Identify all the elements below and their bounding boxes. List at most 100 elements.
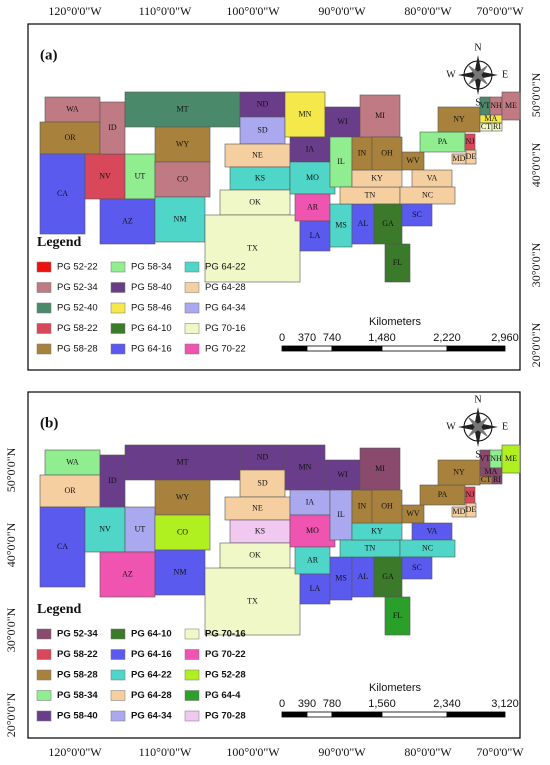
state-label: LA xyxy=(310,231,321,240)
state-label: AR xyxy=(307,202,319,211)
scale-label: 1,480 xyxy=(368,332,396,344)
legend-label: PG 70-16 xyxy=(205,629,246,640)
legend-title: Legend xyxy=(37,235,82,250)
state xyxy=(384,596,411,636)
legend-label: PG 70-28 xyxy=(205,711,246,722)
state xyxy=(39,506,86,588)
state-label: CT xyxy=(481,122,491,131)
compass-letter: N xyxy=(474,42,481,53)
latitude-label: 40°0'0"N xyxy=(529,142,543,187)
state xyxy=(124,444,241,481)
longitude-label: 70°0'0"W xyxy=(476,4,524,18)
state xyxy=(324,106,361,138)
latitude-label: 40°0'0"N xyxy=(4,522,18,567)
state xyxy=(124,506,156,553)
state xyxy=(401,203,433,227)
legend-label: PG 52-40 xyxy=(57,303,98,314)
state-label: NC xyxy=(422,543,433,552)
state xyxy=(99,551,156,598)
state-label: MT xyxy=(177,104,189,113)
state-label: MA xyxy=(485,114,498,123)
state xyxy=(39,474,101,508)
state-label: ME xyxy=(505,101,517,110)
state-label: SC xyxy=(412,563,422,572)
legend-label: PG 58-40 xyxy=(57,711,98,722)
scale-title: Kilometers xyxy=(369,316,421,328)
state-label: WA xyxy=(66,104,79,113)
state-label: VA xyxy=(427,526,438,535)
state-label: ND xyxy=(257,452,269,461)
state-label: WI xyxy=(337,470,348,479)
state xyxy=(289,489,331,516)
legend-swatch xyxy=(184,669,200,681)
state xyxy=(39,121,101,155)
state xyxy=(437,106,481,133)
legend-label: PG 58-34 xyxy=(57,690,98,701)
longitude-label: 120°0'0"W xyxy=(48,745,102,759)
state-label: MO xyxy=(306,173,319,182)
state xyxy=(464,486,476,504)
state-label: NV xyxy=(99,171,111,180)
state-label: KS xyxy=(255,173,265,182)
latitude-label: 50°0'0"N xyxy=(4,447,18,492)
scale-segment xyxy=(331,711,383,718)
state xyxy=(219,189,291,216)
state xyxy=(84,153,126,200)
state-label: OH xyxy=(381,148,393,157)
state-label: WY xyxy=(176,492,190,501)
state-label: CT xyxy=(481,475,491,484)
legend-swatch xyxy=(110,710,126,722)
state-label: NE xyxy=(252,503,263,512)
state-label: DE xyxy=(466,505,477,514)
state-label: UT xyxy=(135,171,146,180)
state-label: AZ xyxy=(122,216,133,225)
longitude-label: 100°0'0"W xyxy=(226,4,280,18)
state-label: WA xyxy=(66,457,79,466)
legend-swatch xyxy=(36,282,52,293)
state xyxy=(501,91,521,121)
scale-segment xyxy=(306,345,333,352)
state xyxy=(154,161,211,198)
legend-label: PG 64-28 xyxy=(205,282,246,293)
legend-swatch xyxy=(110,628,126,640)
state-label: FL xyxy=(393,611,402,620)
latitude-label: 30°0'0"N xyxy=(529,242,543,287)
legend-label: PG 70-22 xyxy=(205,649,246,660)
state-label: VA xyxy=(427,173,438,182)
state xyxy=(84,506,126,553)
legend-swatch xyxy=(110,302,126,314)
state-label: NM xyxy=(174,214,187,223)
state xyxy=(437,459,481,486)
state xyxy=(239,91,286,118)
legend-swatch xyxy=(110,649,126,660)
state xyxy=(384,243,411,283)
state xyxy=(239,469,286,498)
longitude-label: 90°0'0"W xyxy=(318,4,366,18)
latitude-label: 50°0'0"N xyxy=(529,72,543,117)
state-label: MD xyxy=(453,507,466,516)
state-label: ME xyxy=(505,454,517,463)
state xyxy=(219,542,291,569)
legend-label: PG 70-16 xyxy=(205,323,246,334)
legend-label: PG 64-16 xyxy=(131,344,172,355)
state-label: CA xyxy=(57,542,68,551)
scale-label: 0 xyxy=(279,332,285,344)
state-label: WV xyxy=(406,509,420,518)
state xyxy=(239,444,286,471)
compass-letter: S xyxy=(475,449,481,460)
legend-title: Legend xyxy=(37,602,82,617)
state-label: VT xyxy=(480,101,491,110)
state-label: TN xyxy=(365,190,376,199)
state-label: IA xyxy=(306,497,315,506)
state-label: WI xyxy=(337,117,348,126)
state-label: OH xyxy=(381,501,393,510)
state-label: UT xyxy=(135,524,146,533)
panel-label: (b) xyxy=(40,415,58,431)
scale-segment xyxy=(381,711,448,718)
legend-label: PG 64-34 xyxy=(131,711,172,722)
legend-label: PG 64-10 xyxy=(131,629,172,640)
state xyxy=(99,198,156,245)
legend-label: PG 58-46 xyxy=(131,303,172,314)
state xyxy=(124,91,241,128)
state-label: PA xyxy=(438,490,448,499)
